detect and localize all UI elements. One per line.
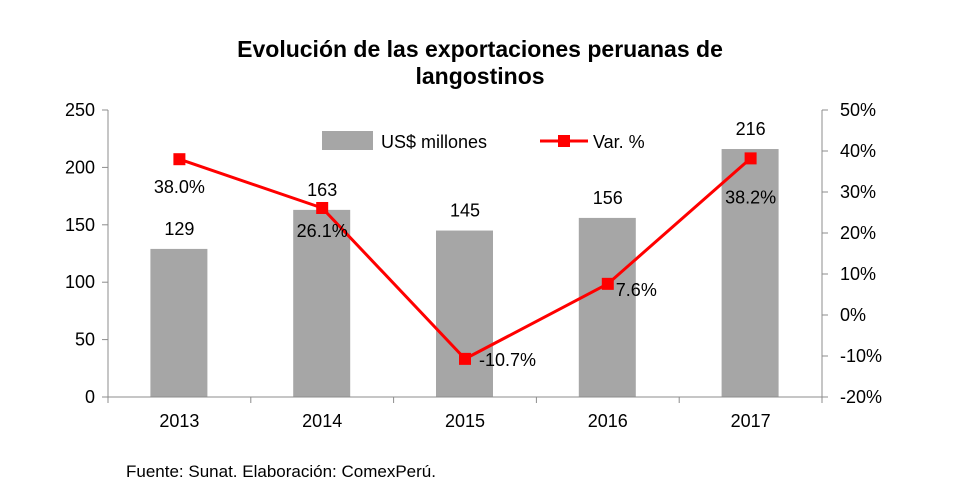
y-right-tick-label: 10% xyxy=(840,264,876,284)
y-left-tick-label: 0 xyxy=(85,387,95,407)
bar-value-label: 163 xyxy=(307,180,337,200)
bar-2015 xyxy=(436,230,493,397)
legend-label-line: Var. % xyxy=(593,132,645,152)
source-note: Fuente: Sunat. Elaboración: ComexPerú. xyxy=(126,462,436,481)
x-tick-label: 2014 xyxy=(302,411,342,431)
y-left-tick-label: 150 xyxy=(65,215,95,235)
legend-marker-swatch xyxy=(558,135,570,147)
axes-layer: 0 50 100 150 200 250 -20% -10% 0% 10% 20% 30% 40% 50%… xyxy=(65,100,882,431)
bars-layer xyxy=(150,149,779,397)
var-marker-2017 xyxy=(744,152,757,165)
bar-value-label: 145 xyxy=(450,201,480,221)
var-value-label: 26.1% xyxy=(297,221,348,241)
y-left-tick-label: 200 xyxy=(65,157,95,177)
y-right-tick-label: 30% xyxy=(840,182,876,202)
x-tick-label: 2017 xyxy=(731,411,771,431)
y-right-tick-label: -20% xyxy=(840,387,882,407)
y-right-tick-label: 20% xyxy=(840,223,876,243)
var-marker-2015 xyxy=(459,352,471,365)
y-left-tick-label: 100 xyxy=(65,272,95,292)
y-left-tick-label: 250 xyxy=(65,100,95,120)
labels-layer: 129 163 145 156 216 38.0% 26.1% -10.7% 7.6% 38.2% xyxy=(154,119,776,370)
bar-value-label: 216 xyxy=(736,119,766,139)
y-right-tick-label: 40% xyxy=(840,141,876,161)
bar-2013 xyxy=(150,248,208,397)
line-layer xyxy=(173,152,757,365)
bar-value-label: 129 xyxy=(164,219,194,239)
var-marker-2014 xyxy=(316,201,329,214)
x-tick-label: 2015 xyxy=(445,411,485,431)
bar-2017 xyxy=(721,149,779,397)
var-value-label: -10.7% xyxy=(479,350,536,370)
y-right-tick-label: 50% xyxy=(840,100,876,120)
legend-swatch-bar xyxy=(322,131,373,150)
legend: US$ millones Var. % xyxy=(322,131,645,152)
y-right-tick-label: 0% xyxy=(840,305,866,325)
x-tick-label: 2016 xyxy=(588,411,628,431)
var-marker-2016 xyxy=(601,277,614,290)
bar-value-label: 156 xyxy=(593,188,623,208)
var-value-label: 38.2% xyxy=(725,187,776,207)
var-value-label: 38.0% xyxy=(154,177,205,197)
var-marker-2013 xyxy=(173,153,186,166)
bar-2014 xyxy=(293,209,351,397)
chart-title: Evolución de las exportaciones peruanas … xyxy=(237,36,723,89)
y-left-tick-label: 50 xyxy=(75,330,95,350)
bar-2016 xyxy=(578,217,636,397)
y-right-tick-label: -10% xyxy=(840,346,882,366)
var-value-label: 7.6% xyxy=(616,280,657,300)
x-tick-label: 2013 xyxy=(159,411,199,431)
legend-label-bar: US$ millones xyxy=(381,132,487,152)
